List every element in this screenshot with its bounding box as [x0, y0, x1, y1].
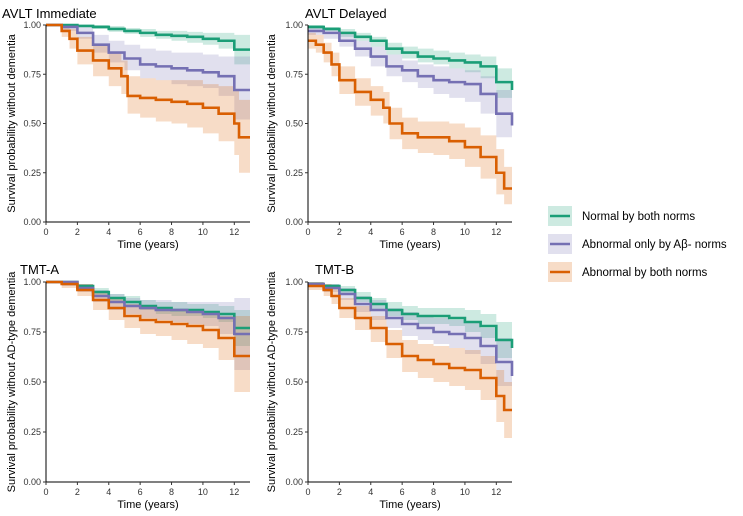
survival-curve-series-0 [46, 23, 250, 51]
legend-item: Normal by both norms [548, 206, 695, 226]
x-tick-label: 12 [491, 227, 501, 237]
y-tick-label: 0.50 [285, 119, 303, 129]
survival-curve-series-2 [46, 280, 250, 358]
y-tick-label: 0.00 [23, 477, 41, 487]
panel-tmt-b: 0 2 4 6 8 10 12 0.00 0.25 0.50 0.75 1.00 TMT-B Time (… [266, 262, 514, 511]
x-axis-title: Time (years) [117, 239, 178, 251]
survival-curve-series-1 [308, 282, 514, 376]
y-tick-label: 0.75 [285, 69, 303, 79]
y-tick-label: 1.00 [23, 20, 41, 30]
ci-band-series-1 [308, 282, 512, 402]
y-tick-label: 0.50 [23, 119, 41, 129]
y-tick-label: 1.00 [23, 277, 41, 287]
ci-band-series-2 [308, 32, 512, 205]
x-tick-label: 2 [75, 487, 80, 497]
y-tick-label: 0.50 [23, 377, 41, 387]
x-tick-label: 6 [138, 487, 143, 497]
x-tick-label: 2 [75, 227, 80, 237]
x-tick-label: 10 [198, 227, 208, 237]
legend-label: Abnormal by both norms [582, 267, 708, 279]
x-tick-label: 6 [400, 227, 405, 237]
panel-title: AVLT Delayed [305, 6, 387, 21]
chart-legend: Normal by both norms Abnormal only by Aβ-… [548, 206, 727, 282]
legend-label: Abnormal only by Aβ- norms [582, 239, 727, 251]
survival-curve-series-2 [46, 23, 250, 139]
survival-curve-series-0 [308, 282, 514, 348]
ci-band-series-0 [46, 25, 250, 65]
y-axis-title: Survival probability without AD-type dem… [266, 271, 278, 493]
legend-item: Abnormal only by Aβ- norms [548, 234, 727, 254]
x-tick-label: 0 [305, 227, 310, 237]
x-tick-label: 4 [106, 487, 111, 497]
x-tick-label: 10 [460, 227, 470, 237]
x-tick-label: 8 [431, 487, 436, 497]
x-tick-label: 4 [368, 227, 373, 237]
y-tick-label: 0.25 [23, 168, 41, 178]
x-axis-title: Time (years) [117, 499, 178, 511]
legend-item: Abnormal by both norms [548, 262, 708, 282]
ci-band-series-0 [308, 25, 512, 108]
survival-curve-series-2 [308, 284, 512, 412]
y-tick-label: 0.25 [285, 427, 303, 437]
y-tick-label: 0.00 [23, 217, 41, 227]
y-tick-label: 1.00 [285, 20, 303, 30]
panel-title: TMT-B [315, 262, 354, 277]
y-tick-label: 0.75 [23, 327, 41, 337]
ci-band-series-1 [46, 282, 250, 370]
x-tick-label: 10 [198, 487, 208, 497]
y-tick-label: 0.25 [23, 427, 41, 437]
x-tick-label: 0 [43, 487, 48, 497]
y-tick-label: 0.75 [285, 327, 303, 337]
x-tick-label: 2 [337, 227, 342, 237]
legend-label: Normal by both norms [582, 211, 695, 223]
x-tick-label: 6 [138, 227, 143, 237]
y-tick-label: 0.00 [285, 217, 303, 227]
survival-curve-series-1 [308, 29, 514, 126]
survival-curve-series-1 [46, 23, 250, 92]
y-tick-label: 0.00 [285, 477, 303, 487]
x-tick-label: 8 [431, 227, 436, 237]
y-axis-title: Survival probability without dementia [266, 33, 278, 212]
x-tick-label: 8 [169, 227, 174, 237]
ci-band-series-2 [308, 282, 512, 438]
y-tick-label: 0.25 [285, 168, 303, 178]
x-axis-title: Time (years) [379, 239, 440, 251]
panel-title: TMT-A [20, 262, 59, 277]
x-tick-label: 12 [491, 487, 501, 497]
ci-band-series-2 [46, 282, 250, 392]
x-tick-label: 0 [305, 487, 310, 497]
ci-band-series-1 [46, 25, 250, 120]
x-tick-label: 6 [400, 487, 405, 497]
x-tick-label: 4 [106, 227, 111, 237]
survival-curve-series-0 [46, 280, 250, 330]
y-axis-title: Survival probability without AD-type dem… [6, 271, 18, 493]
x-tick-label: 12 [229, 227, 239, 237]
survival-curve-series-1 [46, 280, 250, 336]
x-tick-label: 0 [43, 227, 48, 237]
survival-curve-series-2 [308, 39, 512, 190]
y-axis-title: Survival probability without dementia [6, 33, 18, 212]
y-tick-label: 0.75 [23, 69, 41, 79]
panel-title: AVLT Immediate [2, 6, 97, 21]
x-axis-title: Time (years) [379, 499, 440, 511]
ci-band-series-0 [308, 282, 512, 368]
survival-curve-series-0 [308, 25, 514, 91]
x-tick-label: 10 [460, 487, 470, 497]
y-tick-label: 1.00 [285, 277, 303, 287]
y-tick-label: 0.50 [285, 377, 303, 387]
x-tick-label: 4 [368, 487, 373, 497]
x-tick-label: 2 [337, 487, 342, 497]
x-tick-label: 8 [169, 487, 174, 497]
x-tick-label: 12 [229, 487, 239, 497]
ci-band-series-1 [308, 26, 512, 154]
